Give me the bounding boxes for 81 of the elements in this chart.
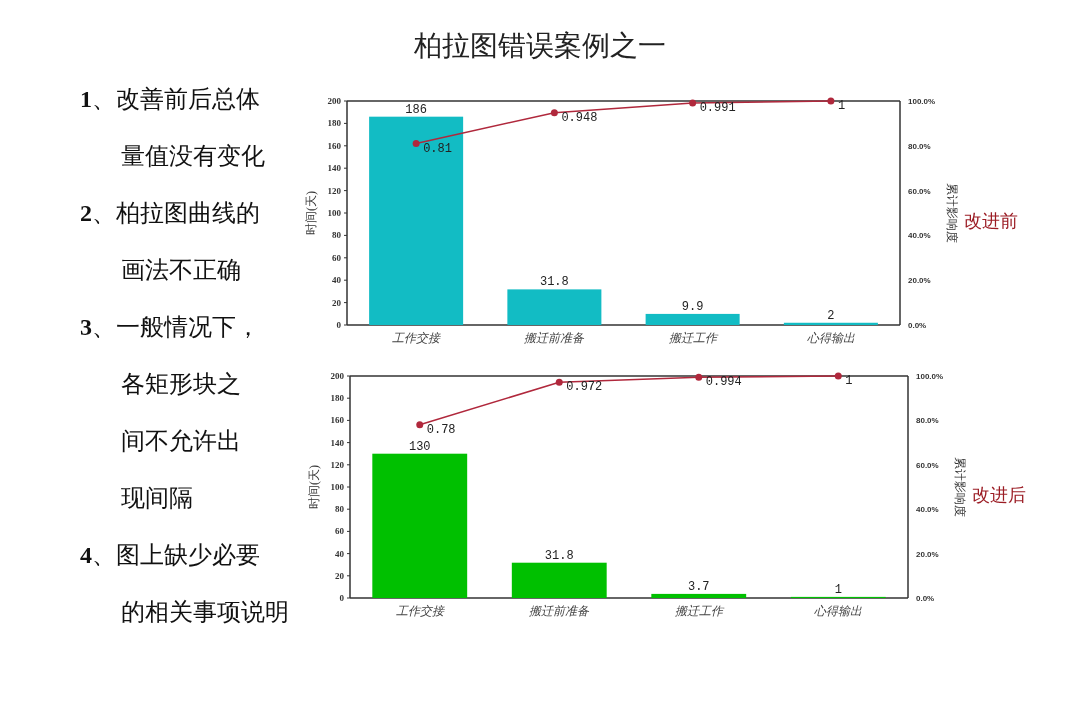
text: 各矩形块之 [121, 371, 241, 397]
y-tick-label: 100 [330, 482, 345, 492]
y-tick-label: 20 [335, 570, 345, 581]
text: 现间隔 [121, 485, 193, 511]
bar [651, 593, 747, 598]
y-tick-label: 200 [327, 96, 342, 106]
y-tick-label: 140 [330, 437, 345, 448]
bar [511, 562, 607, 598]
y2-tick-label: 60.0% [908, 186, 931, 196]
x-tick-label: 搬迁工作 [674, 604, 725, 618]
chart-title: 柏拉图错误案例之一 [413, 30, 666, 61]
x-tick-label: 搬迁工作 [668, 331, 719, 345]
data-label: 0.991 [699, 101, 736, 116]
data-label: 1 [845, 374, 853, 388]
x-tick-label: 心得输出 [806, 331, 855, 345]
text: 改进前 [964, 211, 1018, 231]
y-tick-label: 60 [335, 526, 345, 537]
data-label: 31.8 [544, 548, 574, 563]
text: 改进后 [972, 485, 1026, 505]
y2-tick-label: 40.0% [908, 231, 931, 241]
y2-tick-label: 100.0% [916, 372, 944, 381]
data-label: 0.78 [426, 422, 456, 437]
y-axis-title: 时间(天) [304, 191, 318, 235]
data-label: 1 [834, 582, 842, 597]
bar [507, 289, 602, 325]
y2-tick-label: 20.0% [908, 276, 931, 286]
x-tick-label: 工作交接 [392, 331, 442, 345]
y-tick-label: 100 [327, 208, 342, 218]
y2-tick-label: 80.0% [908, 141, 931, 151]
y-tick-label: 40 [332, 275, 342, 286]
data-label: 1 [837, 99, 846, 113]
y-tick-label: 20 [332, 297, 342, 308]
y-tick-label: 180 [327, 118, 342, 129]
y-tick-label: 60 [332, 252, 342, 263]
y-tick-label: 160 [327, 140, 342, 151]
y2-tick-label: 100.0% [908, 97, 936, 106]
text: 1、改善前后总体 [80, 86, 260, 112]
data-label: 31.8 [539, 275, 569, 290]
y-tick-label: 120 [327, 185, 342, 196]
y2-axis-title: 累计影响度 [945, 183, 959, 243]
y-tick-label: 200 [330, 371, 345, 381]
text: 间不允许出 [121, 428, 241, 454]
bar [645, 313, 740, 325]
y2-tick-label: 20.0% [916, 549, 939, 559]
y2-tick-label: 60.0% [916, 460, 939, 470]
data-label: 9.9 [681, 299, 704, 314]
y-tick-label: 80 [332, 230, 342, 241]
y-tick-label: 0 [339, 593, 345, 603]
text: 的相关事项说明 [121, 599, 289, 625]
text: 3、一般情况下， [80, 314, 260, 340]
data-label: 2 [827, 308, 835, 323]
data-label: 0.948 [561, 110, 598, 125]
bar [369, 116, 464, 325]
data-label: 3.7 [687, 579, 710, 594]
text: 2、柏拉图曲线的 [80, 200, 260, 226]
y-tick-label: 140 [327, 163, 342, 174]
y-tick-label: 180 [330, 393, 345, 404]
x-tick-label: 心得输出 [814, 604, 863, 618]
y-tick-label: 120 [330, 459, 345, 470]
text: 4、图上缺少必要 [80, 542, 260, 568]
data-label: 0.994 [705, 375, 742, 390]
y2-tick-label: 0.0% [916, 594, 935, 603]
x-tick-label: 搬迁前准备 [524, 331, 586, 345]
data-label: 0.81 [423, 141, 452, 156]
y2-tick-label: 0.0% [908, 321, 927, 330]
y-tick-label: 160 [330, 415, 345, 426]
y-axis-title: 时间(天) [307, 465, 321, 509]
data-label: 130 [408, 439, 431, 454]
text: 画法不正确 [121, 257, 241, 283]
y-tick-label: 80 [335, 504, 345, 515]
x-tick-label: 工作交接 [395, 604, 445, 618]
y-tick-label: 0 [336, 320, 342, 330]
y2-tick-label: 40.0% [916, 505, 939, 515]
y2-axis-title: 累计影响度 [953, 457, 967, 517]
x-tick-label: 搬迁前准备 [529, 604, 591, 618]
y-tick-label: 40 [335, 548, 345, 559]
y2-tick-label: 80.0% [916, 416, 939, 426]
data-label: 0.972 [566, 380, 603, 395]
data-label: 186 [405, 102, 427, 117]
bar [372, 453, 468, 598]
text: 量值没有变化 [121, 143, 265, 169]
